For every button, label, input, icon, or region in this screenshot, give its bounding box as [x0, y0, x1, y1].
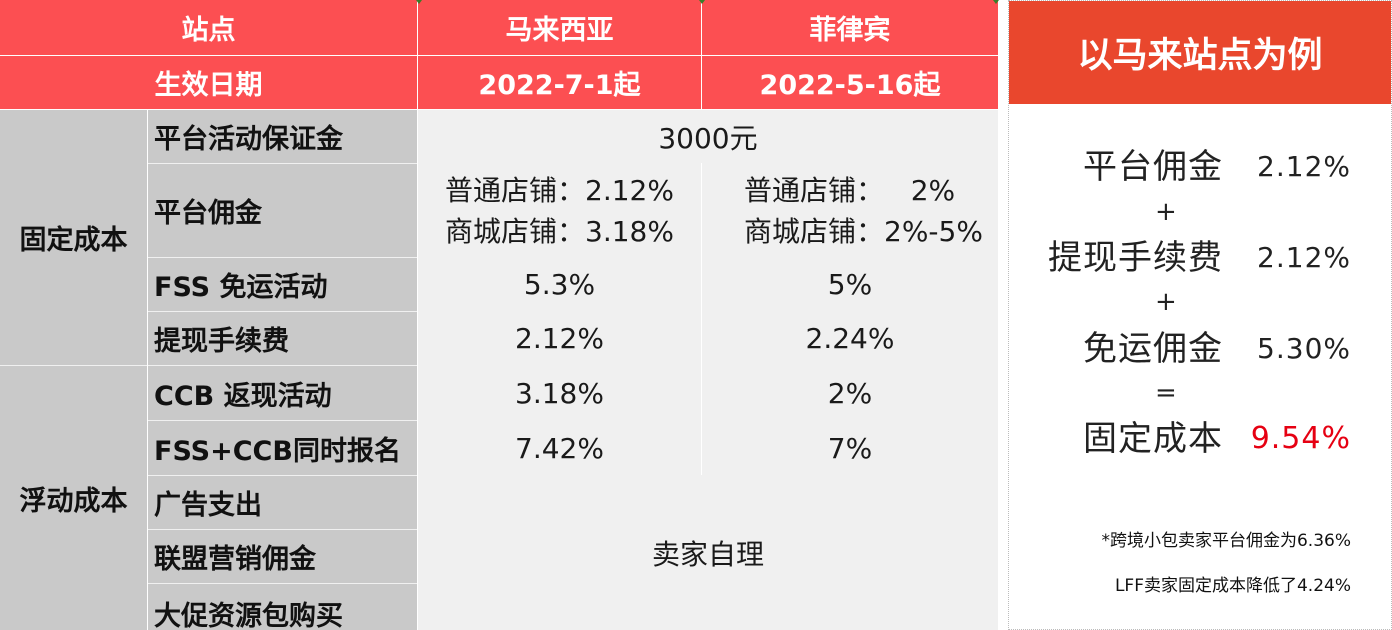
formula-commission-name: 平台佣金 — [1083, 147, 1223, 187]
commission-malaysia-mall: 商城店铺：3.18% — [445, 214, 674, 248]
header-date-label: 生效日期 — [0, 56, 417, 109]
header-malaysia: 马来西亚 — [418, 0, 701, 55]
cell-marker — [699, 0, 705, 4]
formula-row-total: 固定成本 9.54% — [1009, 415, 1391, 463]
formula-total-value: 9.54% — [1250, 421, 1351, 456]
formula-shipping-name: 免运佣金 — [1083, 329, 1223, 369]
value-self-managed: 卖家自理 — [418, 476, 998, 630]
plus-sign: + — [1155, 197, 1177, 227]
value-ccb-malaysia: 3.18% — [418, 366, 701, 420]
cell-marker — [416, 0, 422, 4]
grid-line — [0, 55, 998, 56]
value-commission-philippines: 普通店铺： 2% 商城店铺：2%-5% — [702, 164, 998, 257]
category-floating-cost: 浮动成本 — [0, 366, 147, 630]
value-fss-philippines: 5% — [702, 258, 998, 311]
value-fss-malaysia: 5.3% — [418, 258, 701, 311]
cell-marker — [993, 0, 999, 4]
label-withdraw-fee: 提现手续费 — [148, 312, 417, 365]
commission-malaysia-normal: 普通店铺：2.12% — [445, 173, 674, 207]
grid-line — [417, 0, 418, 630]
equals-sign: = — [1155, 378, 1177, 408]
label-ads: 广告支出 — [148, 476, 417, 529]
formula-withdraw-value: 2.12% — [1257, 241, 1351, 274]
header-philippines-date: 2022-5-16起 — [702, 56, 998, 109]
label-fss: FSS 免运活动 — [148, 258, 417, 311]
value-withdraw-philippines: 2.24% — [702, 312, 998, 365]
category-fixed-cost: 固定成本 — [0, 110, 147, 365]
label-promo-pack: 大促资源包购买 — [148, 584, 417, 630]
header-philippines: 菲律宾 — [702, 0, 998, 55]
note-lff: LFF卖家固定成本降低了4.24% — [1114, 576, 1351, 596]
value-deposit: 3000元 — [418, 110, 998, 163]
grid-line — [147, 109, 148, 630]
formula-withdraw-name: 提现手续费 — [1048, 238, 1223, 278]
commission-philippines-normal: 普通店铺： 2% — [744, 173, 956, 207]
header-site-label: 站点 — [0, 0, 417, 55]
grid-line — [0, 109, 998, 110]
grid-line — [701, 163, 702, 475]
value-commission-malaysia: 普通店铺：2.12% 商城店铺：3.18% — [418, 164, 701, 257]
value-fss-ccb-philippines: 7% — [702, 421, 998, 475]
label-affiliate: 联盟营销佣金 — [148, 530, 417, 583]
formula-total-name: 固定成本 — [1083, 419, 1223, 459]
grid-line — [701, 0, 702, 109]
formula-shipping-value: 5.30% — [1257, 332, 1351, 365]
value-fss-ccb-malaysia: 7.42% — [418, 421, 701, 475]
example-panel: 以马来站点为例 平台佣金 2.12% + 提现手续费 2.12% + 免运佣金 … — [1008, 0, 1392, 630]
formula-row-withdraw: 提现手续费 2.12% — [1009, 234, 1391, 282]
formula-row-shipping: 免运佣金 5.30% — [1009, 325, 1391, 373]
value-ccb-philippines: 2% — [702, 366, 998, 420]
panel-title: 以马来站点为例 — [1009, 1, 1391, 104]
label-commission: 平台佣金 — [148, 164, 417, 257]
plus-sign: + — [1155, 287, 1177, 317]
formula-commission-value: 2.12% — [1257, 150, 1351, 183]
formula-row-commission: 平台佣金 2.12% — [1009, 143, 1391, 191]
value-withdraw-malaysia: 2.12% — [418, 312, 701, 365]
label-deposit: 平台活动保证金 — [148, 110, 417, 163]
label-fss-ccb: FSS+CCB同时报名 — [148, 421, 417, 475]
header-malaysia-date: 2022-7-1起 — [418, 56, 701, 109]
note-cross-border: *跨境小包卖家平台佣金为6.36% — [1101, 531, 1351, 551]
label-ccb: CCB 返现活动 — [148, 366, 417, 420]
commission-philippines-mall: 商城店铺：2%-5% — [744, 214, 983, 248]
cost-table: 站点 马来西亚 菲律宾 生效日期 2022-7-1起 2022-5-16起 固定… — [0, 0, 999, 630]
